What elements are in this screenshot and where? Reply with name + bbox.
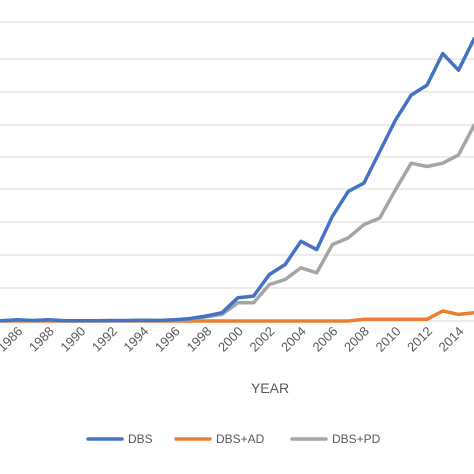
x-tick-label: 1990 — [57, 324, 88, 355]
x-tick-label: 1996 — [152, 324, 183, 355]
legend-label: DBS — [128, 432, 153, 446]
series-line-dbs-pd — [0, 123, 474, 323]
x-tick-label: 2012 — [404, 324, 435, 355]
x-tick-label: 2010 — [373, 324, 404, 355]
gridlines — [0, 21, 474, 322]
legend-item: DBS+AD — [174, 432, 265, 446]
x-tick-label: 2014 — [436, 324, 467, 355]
series-lines — [0, 36, 474, 323]
x-tick-label: 2008 — [341, 324, 372, 355]
x-tick-labels: 1984198619881990199219941996199820002002… — [0, 324, 467, 355]
x-tick-label: 2006 — [309, 324, 340, 355]
x-tick-label: 1994 — [120, 324, 151, 355]
x-tick-label: 1986 — [0, 324, 25, 355]
x-tick-label: 1988 — [26, 324, 57, 355]
legend-item: DBS — [86, 432, 153, 446]
legend-label: DBS+PD — [332, 432, 381, 446]
series-line-dbs — [0, 36, 474, 323]
legend-label: DBS+AD — [216, 432, 265, 446]
x-tick-label: 2000 — [215, 324, 246, 355]
legend: DBS DBS+AD DBS+PD — [86, 432, 381, 446]
x-tick-label: 1992 — [89, 324, 120, 355]
x-tick-label: 2002 — [246, 324, 277, 355]
x-axis-title: YEAR — [251, 380, 289, 396]
legend-item: DBS+PD — [290, 432, 381, 446]
x-tick-label: 1998 — [183, 324, 214, 355]
x-tick-label: 2004 — [278, 324, 309, 355]
